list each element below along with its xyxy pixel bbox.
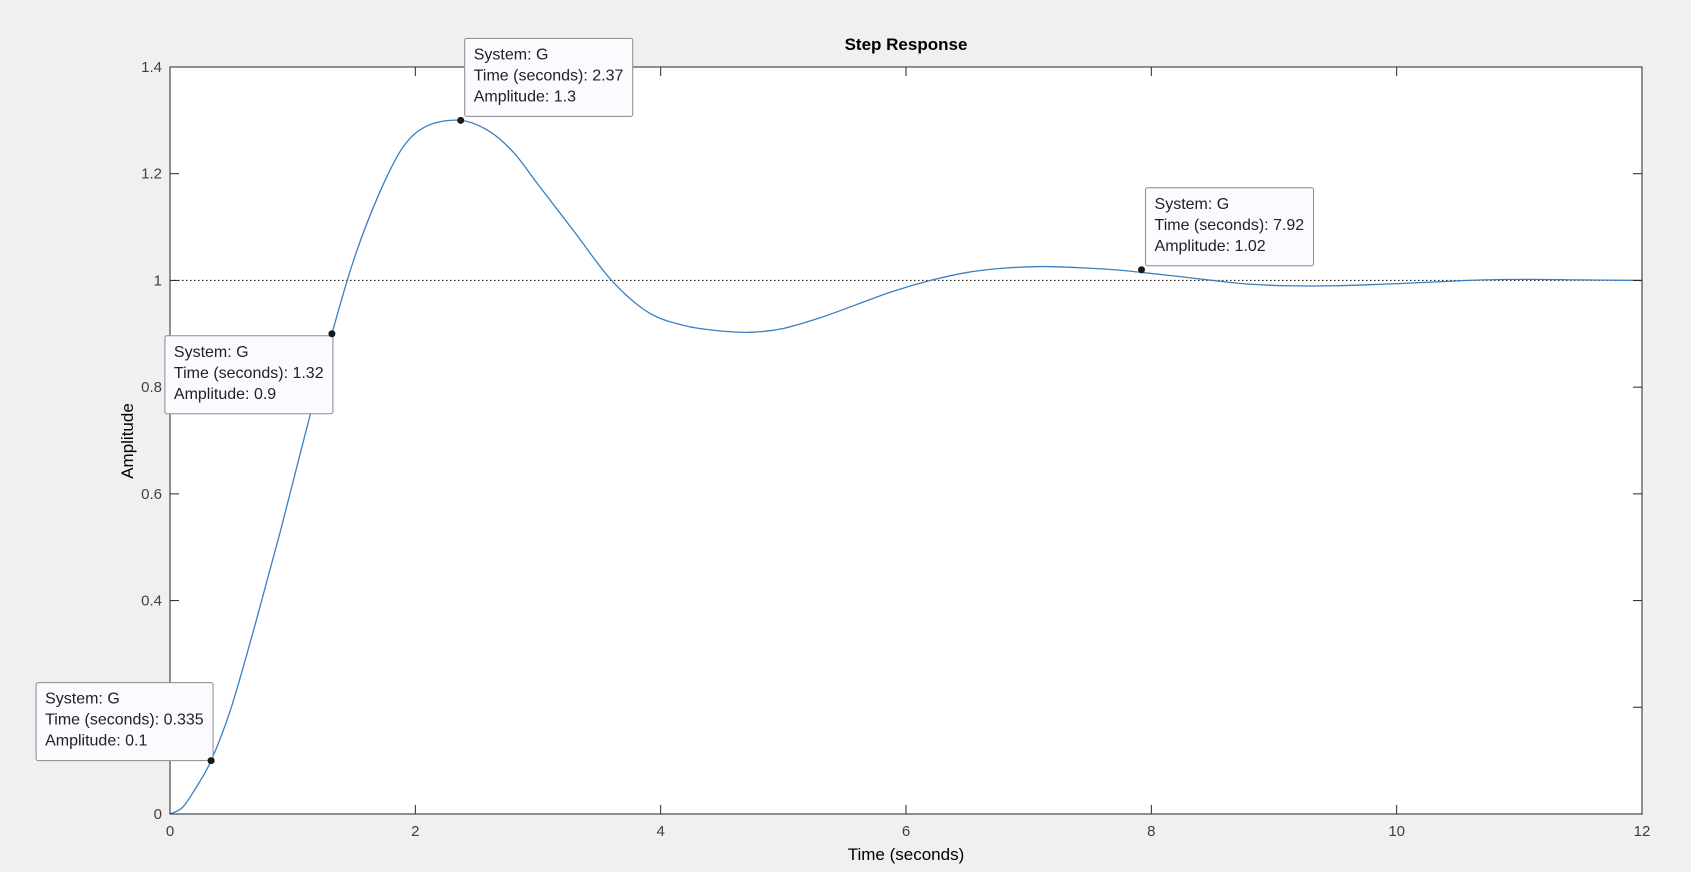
x-axis-label: Time (seconds)	[848, 845, 965, 864]
datatip-box	[35, 682, 214, 762]
datatip-box	[464, 37, 634, 117]
y-tick-label: 0	[154, 806, 162, 823]
y-tick-label: 0.8	[141, 379, 162, 396]
x-tick-label: 8	[1147, 823, 1155, 840]
datatip-line: Time (seconds): 7.92	[1155, 217, 1305, 234]
x-tick-label: 4	[656, 823, 664, 840]
datatip-line: Amplitude: 0.1	[45, 733, 147, 750]
y-axis-label: Amplitude	[118, 403, 137, 479]
x-tick-label: 12	[1634, 823, 1651, 840]
datatip-line: Time (seconds): 0.335	[45, 712, 204, 729]
x-tick-label: 10	[1388, 823, 1405, 840]
datatip-3[interactable]: System: G Time (seconds): 7.92 Amplitude: …	[1138, 187, 1315, 274]
datatip-box	[1145, 187, 1315, 267]
datatip-line: System: G	[474, 46, 549, 63]
datatip-marker	[457, 116, 465, 124]
x-tick-label: 2	[411, 823, 419, 840]
y-tick-label: 1	[154, 272, 162, 289]
datatip-marker	[1138, 266, 1146, 274]
series-line-0	[169, 119, 1643, 815]
chart-title: Step Response	[845, 35, 968, 54]
y-tick-label: 0.4	[141, 593, 162, 610]
datatip-line: Time (seconds): 1.32	[174, 365, 324, 382]
datatip-2[interactable]: System: G Time (seconds): 2.37 Amplitude: …	[457, 37, 634, 124]
datatip-marker	[328, 330, 336, 338]
plot-area	[170, 67, 1642, 814]
datatip-line: Amplitude: 1.02	[1155, 238, 1266, 255]
datatip-marker	[207, 757, 215, 765]
datatip-line: Time (seconds): 2.37	[474, 67, 624, 84]
datatip-line: System: G	[1155, 196, 1230, 213]
y-tick-label: 1.4	[141, 59, 162, 76]
datatip-line: System: G	[174, 344, 249, 361]
x-tick-label: 6	[902, 823, 910, 840]
y-tick-label: 1.2	[141, 166, 162, 183]
datatip-line: Amplitude: 0.9	[174, 386, 276, 403]
datatip-line: Amplitude: 1.3	[474, 88, 576, 105]
datatip-box	[164, 335, 334, 415]
datatip-0[interactable]: System: G Time (seconds): 0.335 Amplitude:…	[35, 682, 215, 765]
datatip-line: System: G	[45, 691, 120, 708]
datatip-1[interactable]: System: G Time (seconds): 1.32 Amplitude: …	[164, 330, 336, 415]
x-tick-label: 0	[166, 823, 174, 840]
y-tick-label: 0.6	[141, 486, 162, 503]
